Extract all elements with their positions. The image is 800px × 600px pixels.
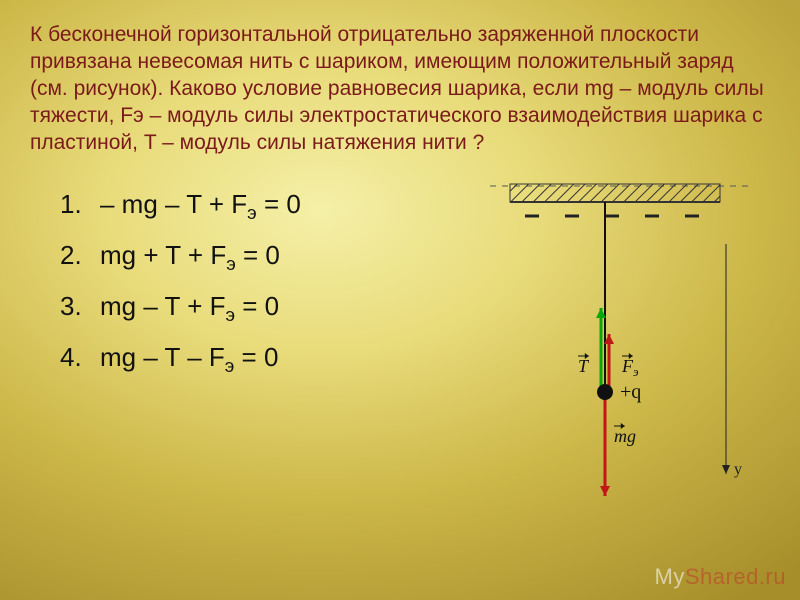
option-1: 1. – mg – T + Fэ = 0: [60, 180, 470, 231]
option-sub: э: [225, 304, 235, 325]
option-eq: mg – T – Fэ = 0: [100, 333, 278, 384]
force-diagram: T Fэ mg +q y: [470, 174, 770, 514]
option-sub: э: [226, 253, 236, 274]
option-num: 3.: [60, 282, 88, 330]
options-list: 1. – mg – T + Fэ = 0 2. mg + T + Fэ = 0 …: [30, 174, 470, 383]
svg-text:+q: +q: [620, 381, 641, 403]
watermark-suffix: Shared.ru: [685, 564, 786, 589]
svg-text:Fэ: Fэ: [621, 356, 639, 379]
svg-text:mg: mg: [614, 426, 636, 446]
content-row: 1. – mg – T + Fэ = 0 2. mg + T + Fэ = 0 …: [30, 174, 770, 514]
slide: К бесконечной горизонтальной отрицательн…: [0, 0, 800, 600]
option-eq: – mg – T + Fэ = 0: [100, 180, 301, 231]
option-sub: э: [225, 355, 235, 376]
option-4: 4. mg – T – Fэ = 0: [60, 333, 470, 384]
svg-text:T: T: [578, 356, 590, 376]
diagram-svg: T Fэ mg +q y: [470, 174, 770, 514]
option-2: 2. mg + T + Fэ = 0: [60, 231, 470, 282]
option-text: mg – T + F: [100, 291, 225, 321]
option-tail: = 0: [236, 240, 280, 270]
watermark: MyShared.ru: [655, 564, 786, 590]
option-eq: mg + T + Fэ = 0: [100, 231, 280, 282]
option-num: 1.: [60, 180, 88, 228]
option-text: – mg – T + F: [100, 189, 247, 219]
option-text: mg – T – F: [100, 342, 225, 372]
option-tail: = 0: [234, 342, 278, 372]
option-tail: = 0: [257, 189, 301, 219]
watermark-prefix: My: [655, 564, 685, 589]
option-tail: = 0: [235, 291, 279, 321]
option-eq: mg – T + Fэ = 0: [100, 282, 279, 333]
option-3: 3. mg – T + Fэ = 0: [60, 282, 470, 333]
question-text: К бесконечной горизонтальной отрицательн…: [30, 22, 770, 156]
option-sub: э: [247, 203, 257, 224]
option-text: mg + T + F: [100, 240, 226, 270]
option-num: 4.: [60, 333, 88, 381]
svg-text:y: y: [734, 461, 742, 478]
option-num: 2.: [60, 231, 88, 279]
